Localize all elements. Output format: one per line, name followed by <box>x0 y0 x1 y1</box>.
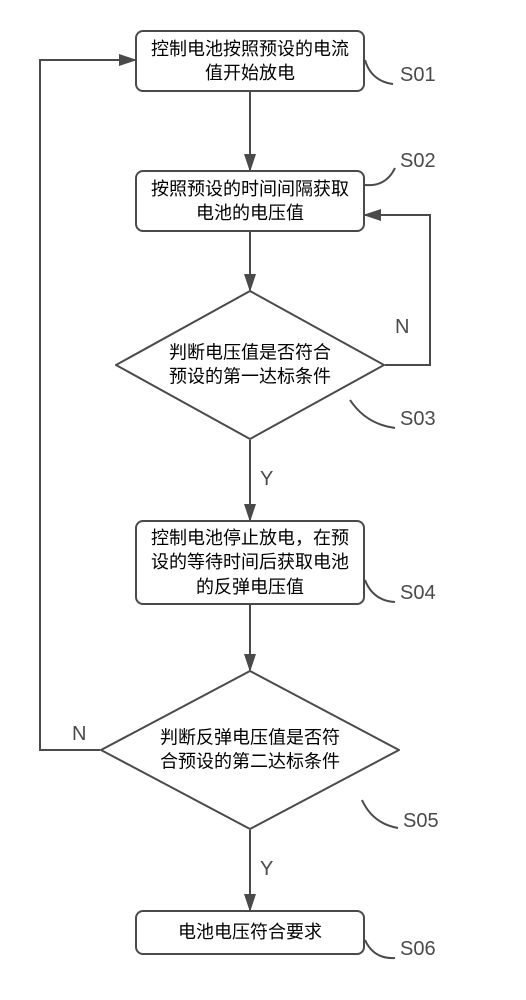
node-text: 判断电压值是否符合预设的第一达标条件 <box>164 341 337 390</box>
node-text: 控制电池停止放电，在预设的等待时间后获取电池的反弹电压值 <box>147 526 353 599</box>
edge-label-s05-s06: Y <box>260 858 273 881</box>
node-s01: 控制电池按照预设的电流值开始放电 <box>135 30 365 92</box>
node-text: 按照预设的时间间隔获取电池的电压值 <box>147 177 353 226</box>
flowchart-canvas: 控制电池按照预设的电流值开始放电按照预设的时间间隔获取电池的电压值判断电压值是否… <box>0 0 526 1000</box>
leader-s04 <box>365 580 395 602</box>
node-text: 控制电池按照预设的电流值开始放电 <box>147 37 353 86</box>
node-s02: 按照预设的时间间隔获取电池的电压值 <box>135 170 365 232</box>
step-label-s01: S01 <box>400 64 436 87</box>
step-label-s06: S06 <box>400 938 436 961</box>
node-s04: 控制电池停止放电，在预设的等待时间后获取电池的反弹电压值 <box>135 520 365 605</box>
step-label-s02: S02 <box>400 150 436 173</box>
node-text: 电池电压符合要求 <box>178 920 322 944</box>
leader-s02 <box>365 168 395 185</box>
node-text: 判断反弹电压值是否符合预设的第二达标条件 <box>154 726 346 775</box>
step-label-s04: S04 <box>400 582 436 605</box>
edge-label-s05-s01: N <box>72 723 86 746</box>
connectors <box>0 0 526 1000</box>
leader-s06 <box>365 940 395 958</box>
node-s03: 判断电压值是否符合预设的第一达标条件 <box>115 290 385 440</box>
step-label-s05: S05 <box>403 810 439 833</box>
step-label-s03: S03 <box>400 408 436 431</box>
node-s05: 判断反弹电压值是否符合预设的第二达标条件 <box>100 670 400 830</box>
node-s06: 电池电压符合要求 <box>135 910 365 955</box>
leader-s01 <box>365 60 393 84</box>
edge-label-s03-s04: Y <box>260 468 273 491</box>
edge-label-s03-s02: N <box>395 316 409 339</box>
